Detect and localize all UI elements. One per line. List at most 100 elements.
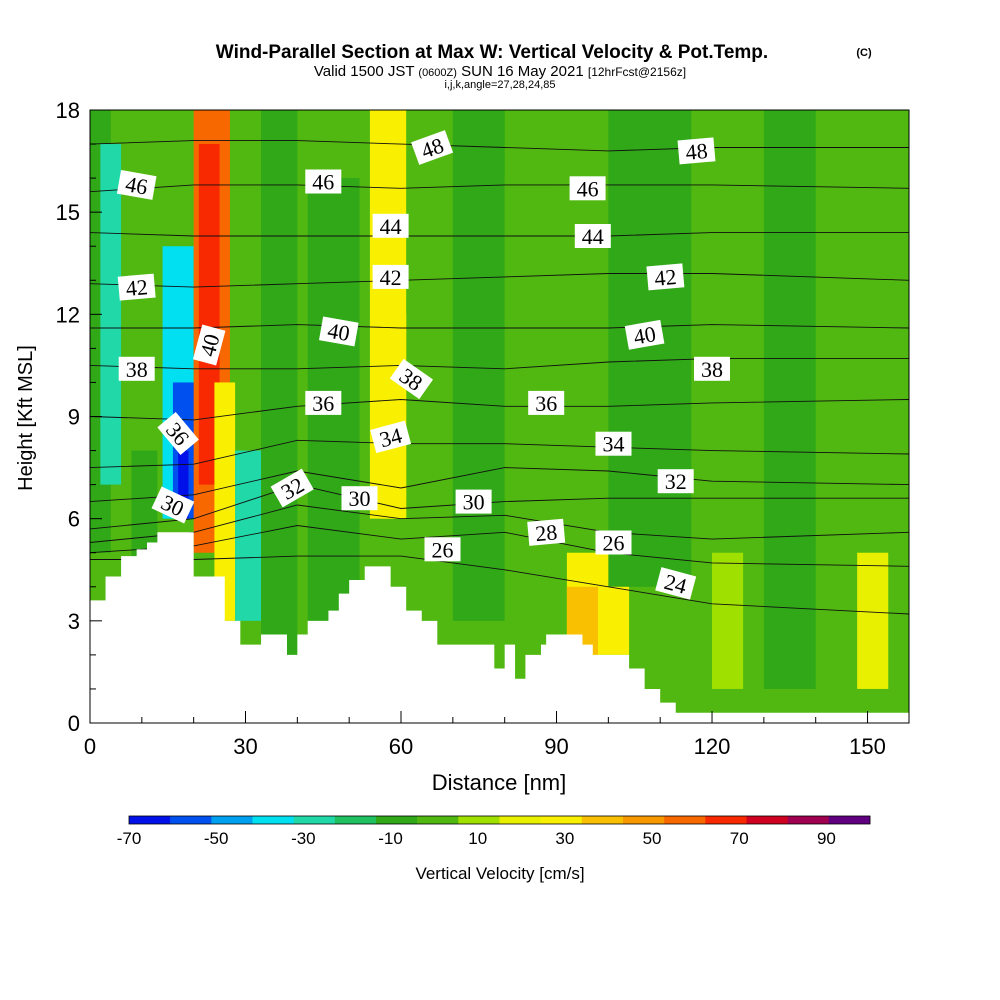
colorbar-swatch bbox=[458, 816, 500, 824]
contour-label-text: 34 bbox=[603, 432, 625, 457]
contour-label: 42 bbox=[117, 273, 156, 301]
contour-label-box bbox=[341, 486, 378, 511]
colorbar-tick-label: -10 bbox=[378, 829, 403, 848]
x-tick-label: 90 bbox=[544, 734, 568, 759]
y-tick-label: 0 bbox=[68, 711, 80, 736]
velocity-cell bbox=[857, 552, 889, 689]
colorbar-swatch bbox=[828, 816, 871, 824]
colorbar-tick-label: 70 bbox=[730, 829, 749, 848]
contour-label-box bbox=[646, 263, 685, 291]
x-tick-label: 30 bbox=[233, 734, 257, 759]
contour-label: 34 bbox=[595, 431, 632, 457]
contour-label-box bbox=[424, 537, 461, 562]
contour-label: 36 bbox=[305, 390, 342, 416]
y-tick-label: 18 bbox=[56, 98, 80, 123]
colorbar-swatch bbox=[540, 816, 583, 824]
velocity-cell bbox=[504, 178, 557, 655]
contour-label-box bbox=[624, 319, 665, 350]
contour-label-text: 46 bbox=[124, 171, 150, 199]
contour-label-box bbox=[411, 130, 454, 165]
y-tick-label: 9 bbox=[68, 405, 80, 430]
contour-label-box bbox=[151, 486, 195, 524]
contour-label-box bbox=[574, 224, 611, 248]
contour-label: 44 bbox=[574, 224, 611, 249]
y-tick-label: 15 bbox=[56, 200, 80, 225]
contour-label-box bbox=[527, 518, 566, 546]
colorbar-swatch bbox=[705, 816, 747, 824]
contour-label-text: 26 bbox=[432, 537, 454, 562]
contour-label: 26 bbox=[424, 537, 461, 562]
x-axis: 0 30 60 90 120 150 bbox=[84, 711, 886, 759]
contour-label: 30 bbox=[455, 489, 492, 515]
x-axis-label: Distance [nm] bbox=[432, 770, 567, 795]
contour-label-text: 44 bbox=[582, 224, 604, 249]
colorbar-swatch bbox=[787, 816, 830, 824]
contour-label: 48 bbox=[677, 137, 716, 165]
velocity-cell bbox=[214, 382, 236, 621]
contour-label: 36 bbox=[528, 390, 565, 416]
contour-label-box bbox=[192, 324, 226, 366]
title-mark: (C) bbox=[856, 47, 872, 59]
contour-label: 40 bbox=[318, 316, 359, 347]
contour-label-box bbox=[270, 468, 314, 508]
contour-label: 38 bbox=[118, 356, 155, 382]
theta-contour-line bbox=[90, 467, 909, 503]
contour-label-box bbox=[305, 390, 342, 415]
velocity-cell bbox=[261, 110, 298, 655]
contour-label: 42 bbox=[646, 263, 685, 291]
contour-label: 32 bbox=[657, 469, 694, 494]
velocity-cell bbox=[380, 314, 407, 519]
y-tick-label: 3 bbox=[68, 609, 80, 634]
y-tick-label: 12 bbox=[56, 302, 80, 327]
contour-label-text: 28 bbox=[534, 519, 558, 546]
contour-label-box bbox=[455, 489, 492, 514]
contour-label-box bbox=[657, 469, 694, 494]
contour-label-text: 48 bbox=[684, 138, 708, 165]
contour-label-box bbox=[595, 431, 632, 456]
x-tick-label: 60 bbox=[389, 734, 413, 759]
x-tick-label: 0 bbox=[84, 734, 96, 759]
chart-title: Wind-Parallel Section at Max W: Vertical… bbox=[216, 42, 768, 63]
colorbar-swatch bbox=[664, 816, 706, 824]
subtitle-utc: (0600Z) bbox=[418, 67, 457, 79]
contour-label: 28 bbox=[527, 518, 566, 546]
velocity-cell bbox=[411, 110, 453, 587]
colorbar-tick-label: -30 bbox=[291, 829, 316, 848]
contour-label-text: 42 bbox=[125, 274, 149, 301]
contour-label-box bbox=[372, 213, 409, 238]
subtitle-date: SUN 16 May 2021 bbox=[461, 63, 584, 80]
velocity-cell bbox=[100, 144, 122, 485]
subtitle-fcst: [12hrFcst@2156z] bbox=[588, 65, 686, 79]
contour-label-box bbox=[655, 567, 697, 600]
y-tick-label: 6 bbox=[68, 507, 80, 532]
colorbar-swatch bbox=[581, 816, 624, 824]
contour-label: 42 bbox=[372, 264, 409, 290]
colorbar-swatch bbox=[211, 816, 253, 824]
colorbar-swatch bbox=[334, 816, 377, 824]
colorbar-tick-label: 90 bbox=[817, 829, 836, 848]
contour-label-box bbox=[118, 356, 155, 381]
contour-label-box bbox=[595, 530, 632, 555]
colorbar-swatch bbox=[129, 816, 171, 824]
contour-label: 48 bbox=[411, 130, 454, 165]
contour-label-box bbox=[569, 176, 606, 201]
contour-label: 44 bbox=[372, 213, 409, 239]
contour-label-box bbox=[116, 169, 157, 200]
x-tick-label: 120 bbox=[694, 734, 731, 759]
theta-contour-line bbox=[90, 484, 909, 530]
title-block: Wind-Parallel Section at Max W: Vertical… bbox=[216, 42, 872, 91]
contour-label-text: 30 bbox=[349, 486, 371, 511]
contour-label-text: 26 bbox=[603, 531, 625, 556]
velocity-cell bbox=[712, 552, 744, 689]
velocity-cell bbox=[178, 450, 189, 519]
contour-label-box bbox=[370, 420, 412, 454]
theta-contour-line bbox=[90, 555, 909, 615]
contour-label-text: 44 bbox=[380, 214, 402, 239]
colorbar-border bbox=[128, 815, 871, 825]
colorbar-label: Vertical Velocity [cm/s] bbox=[415, 864, 584, 883]
y-axis-label: Height [Kft MSL] bbox=[15, 345, 37, 491]
contour-label-text: 36 bbox=[312, 391, 334, 416]
velocity-cell bbox=[235, 450, 262, 621]
subtitle-params: i,j,k,angle=27,28,24,85 bbox=[444, 79, 555, 91]
